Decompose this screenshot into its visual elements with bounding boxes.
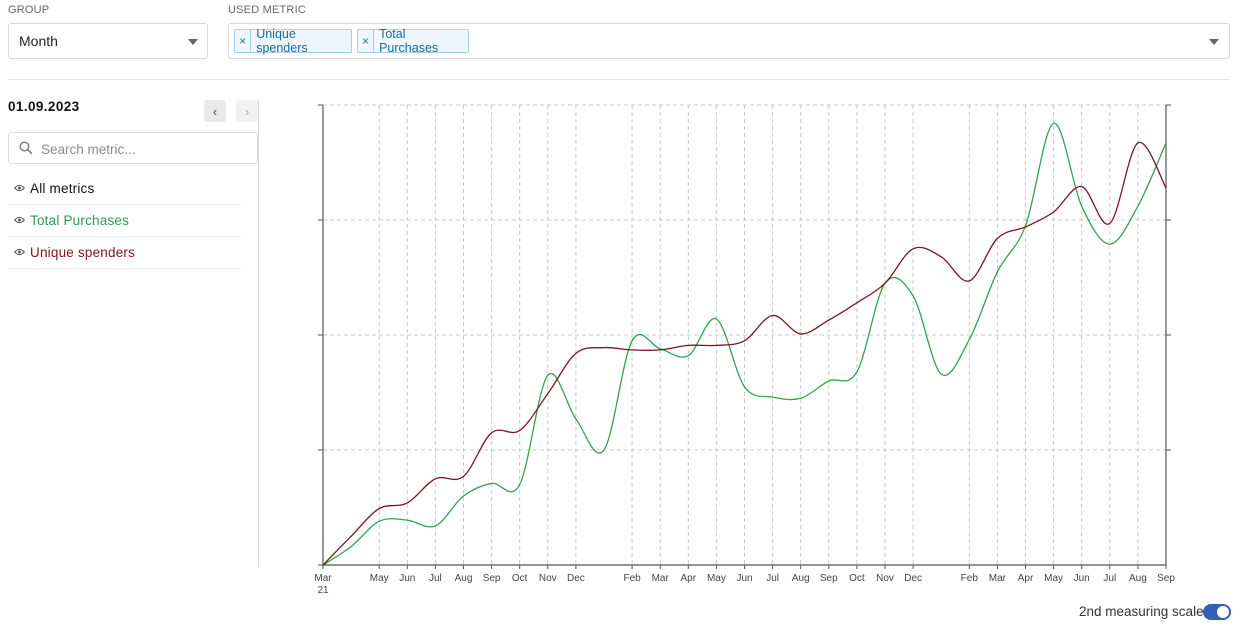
metric-item-label: Unique spenders [30,245,136,260]
x-tick-label: Nov [876,573,894,584]
remove-tag-icon[interactable]: × [235,30,252,52]
x-tick-label: Jun [736,573,752,584]
divider [8,79,1230,80]
series-line-total-purchases [322,122,1167,566]
x-tick-label: May [707,573,726,584]
x-tick-label: Jun [399,573,415,584]
x-tick-label: Apr [681,573,697,584]
x-tick-label: Dec [567,573,585,584]
group-select[interactable]: Month [8,23,208,59]
used-metric-select[interactable]: × Unique spenders × Total Purchases [228,23,1230,59]
second-scale-label: 2nd measuring scale [1079,604,1204,619]
chevron-down-icon [188,39,198,45]
x-tick-label: Mar [989,573,1007,584]
metric-tag-label: Unique spenders [256,27,308,55]
chevron-down-icon [1209,39,1219,45]
metric-tag-total-purchases: × Total Purchases [357,27,469,55]
search-icon [19,141,33,155]
series-line-unique-spenders [322,141,1167,566]
x-tick-label: May [1044,573,1063,584]
chevron-left-icon: ‹ [212,103,218,119]
x-tick-label: Aug [455,573,473,584]
toggle-knob [1217,606,1229,618]
eye-icon [14,248,25,256]
x-tick-label: Jul [1103,573,1116,584]
x-tick-label: Mar [314,573,332,584]
x-tick-label: Dec [904,573,922,584]
x-tick-label: Aug [792,573,810,584]
x-tick-label: Aug [1129,573,1147,584]
x-tick-label: Jul [429,573,442,584]
x-tick-label: Feb [623,573,641,584]
eye-icon [14,216,25,224]
x-tick-label: Mar [652,573,670,584]
x-tick-label: Sep [820,573,838,584]
current-date: 01.09.2023 [8,99,80,114]
used-metric-label: USED METRIC [228,4,306,16]
x-tick-label: Jul [766,573,779,584]
metric-item-all[interactable]: All metrics [8,174,242,205]
next-period-button[interactable]: › [236,100,258,122]
metric-search [8,132,258,164]
second-scale-toggle[interactable] [1203,604,1231,620]
metric-tag-label: Total Purchases [379,27,439,55]
prev-period-button[interactable]: ‹ [204,100,226,122]
group-select-value: Month [19,33,58,49]
sidebar-separator [258,100,259,566]
x-tick-label: Oct [512,573,528,584]
search-input[interactable] [39,139,243,159]
metric-item-label: All metrics [30,181,95,196]
x-tick-sublabel: 21 [317,585,329,596]
metric-item-total-purchases[interactable]: Total Purchases [8,206,242,237]
x-tick-label: May [370,573,389,584]
group-label: GROUP [8,4,50,16]
remove-tag-icon[interactable]: × [358,30,375,52]
metric-item-unique-spenders[interactable]: Unique spenders [8,238,242,269]
x-tick-label: Oct [849,573,865,584]
eye-icon [14,184,25,192]
x-tick-label: Nov [539,573,557,584]
x-tick-label: Sep [483,573,501,584]
chevron-right-icon: › [244,103,250,119]
x-tick-label: Apr [1018,573,1034,584]
metric-item-label: Total Purchases [30,213,130,228]
x-tick-label: Feb [961,573,979,584]
x-tick-label: Jun [1074,573,1090,584]
metric-tag-unique-spenders: × Unique spenders [234,27,352,55]
x-tick-label: Sep [1157,573,1175,584]
